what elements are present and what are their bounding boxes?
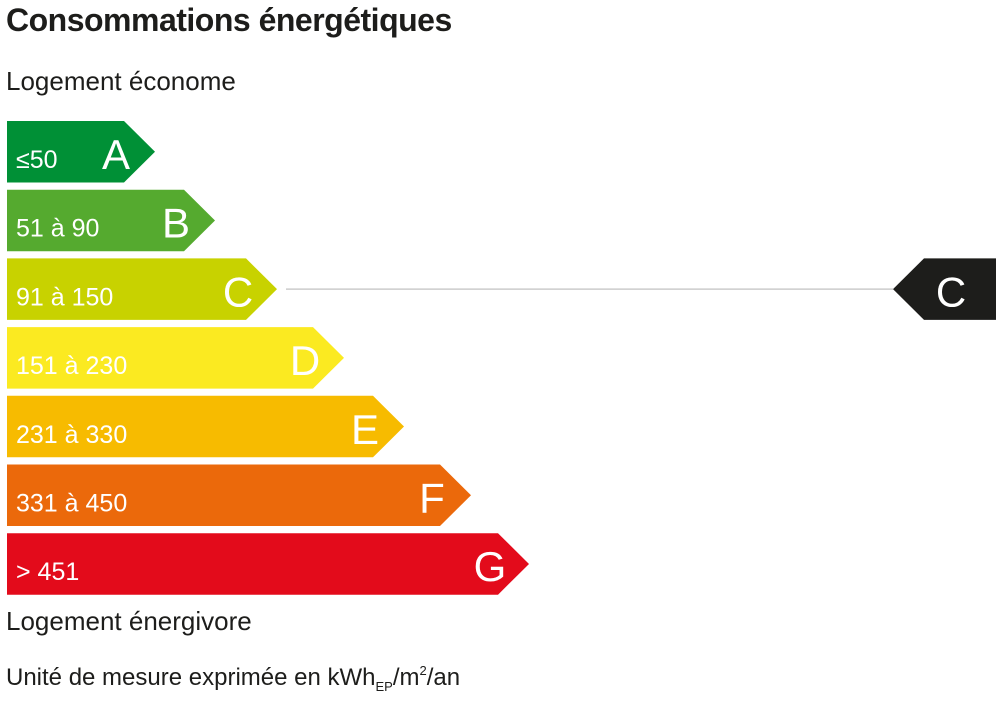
class-arrow xyxy=(7,395,404,458)
unit-prefix: Unité de mesure exprimée en kWh xyxy=(6,664,376,691)
inefficient-label: Logement énergivore xyxy=(6,606,252,636)
rating-letter: C xyxy=(936,268,966,315)
class-arrow xyxy=(7,464,471,526)
class-letter: D xyxy=(290,337,320,384)
class-g-bar: > 451 G xyxy=(7,533,529,595)
class-range: > 451 xyxy=(16,558,79,586)
unit-superscript: 2 xyxy=(419,663,427,678)
chart-title: Consommations énergétiques xyxy=(6,2,452,38)
rating-indicator: C xyxy=(893,258,996,320)
class-arrow xyxy=(7,327,344,389)
class-e-bar: 231 à 330 E xyxy=(7,395,404,458)
class-c-bar: 91 à 150 C xyxy=(7,258,277,320)
class-arrow xyxy=(7,258,277,320)
class-range: ≤50 xyxy=(16,146,58,174)
class-f-bar: 331 à 450 F xyxy=(7,464,471,526)
class-range: 51 à 90 xyxy=(16,215,99,243)
class-letter: E xyxy=(351,406,379,453)
unit-label: Unité de mesure exprimée en kWhEP/m2/an xyxy=(6,663,460,694)
unit-suffix: /an xyxy=(426,664,461,691)
class-range: 151 à 230 xyxy=(16,352,127,380)
class-letter: A xyxy=(102,131,130,178)
unit-middle: /m xyxy=(392,664,420,691)
class-range: 91 à 150 xyxy=(16,283,113,311)
rating-arrow xyxy=(893,258,996,320)
class-d-bar: 151 à 230 D xyxy=(7,327,344,389)
unit-subscript: EP xyxy=(375,679,393,694)
class-arrow xyxy=(7,121,155,183)
class-letter: C xyxy=(223,268,253,315)
class-letter: F xyxy=(419,475,445,522)
class-range: 231 à 330 xyxy=(16,421,127,449)
class-b-bar: 51 à 90 B xyxy=(7,189,215,252)
efficient-label: Logement économe xyxy=(6,66,236,96)
class-range: 331 à 450 xyxy=(16,490,127,518)
class-a-bar: ≤50 A xyxy=(7,121,155,183)
class-arrow xyxy=(7,189,215,252)
class-letter: G xyxy=(474,543,507,590)
class-letter: B xyxy=(162,200,190,247)
class-arrow xyxy=(7,533,529,595)
